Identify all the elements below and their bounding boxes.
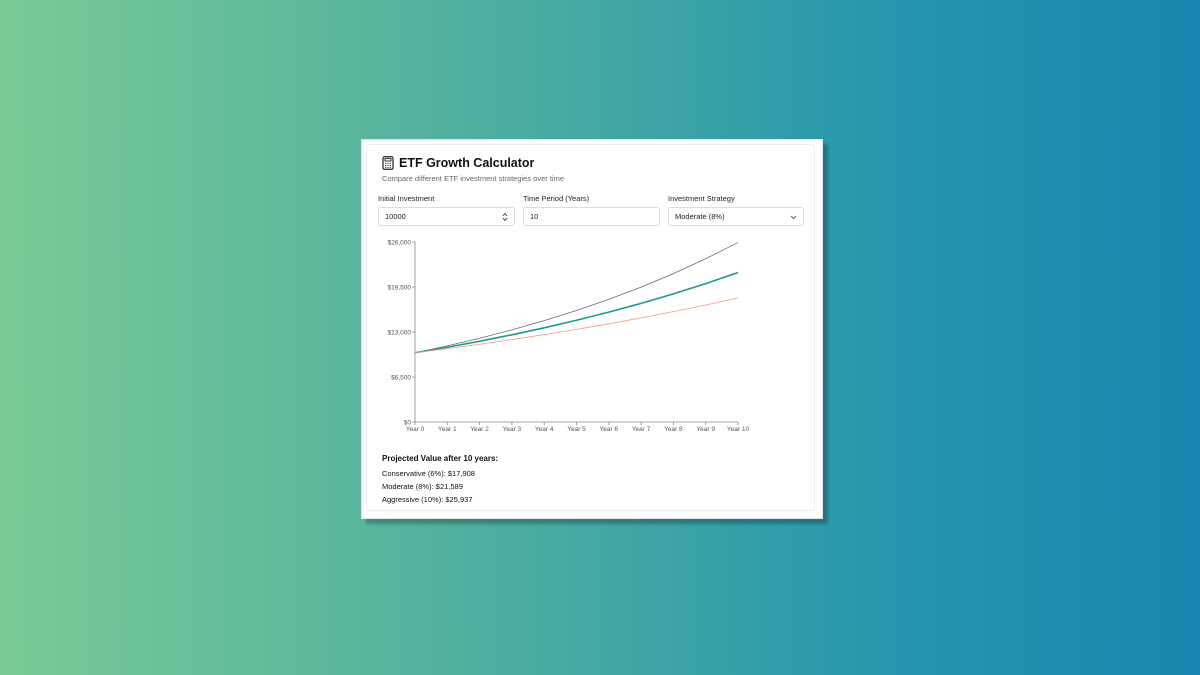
- y-tick-label: $13,000: [388, 330, 412, 337]
- y-tick-label: $0: [404, 420, 412, 427]
- results-title: Projected Value after 10 years:: [382, 454, 499, 463]
- investment-strategy-select[interactable]: Moderate (8%): [668, 207, 804, 226]
- calculator-card: ETF Growth Calculator Compare different …: [361, 139, 823, 519]
- initial-investment-input[interactable]: 10000: [378, 207, 515, 226]
- header: ETF Growth Calculator: [382, 156, 534, 170]
- x-tick-label: Year 10: [727, 426, 750, 433]
- x-tick-label: Year 4: [535, 426, 554, 433]
- x-tick-label: Year 0: [406, 426, 425, 433]
- growth-chart: $0 $6,500 $13,000 $19,500 $26,000 Year 0 Year …: [388, 240, 750, 434]
- investment-strategy-value: Moderate (8%): [675, 212, 725, 221]
- initial-investment-value: 10000: [385, 212, 406, 221]
- x-tick-label: Year 7: [632, 426, 651, 433]
- x-tick-label: Year 8: [664, 426, 683, 433]
- investment-strategy-label: Investment Strategy: [668, 194, 735, 203]
- result-moderate: Moderate (8%): $21,589: [382, 482, 463, 491]
- x-tick-label: Year 1: [438, 426, 457, 433]
- time-period-value: 10: [530, 212, 539, 221]
- result-conservative: Conservative (6%): $17,908: [382, 469, 475, 478]
- series-line: [414, 271, 739, 354]
- series-line: [414, 242, 739, 354]
- x-tick-label: Year 5: [567, 426, 586, 433]
- y-tick-label: $19,500: [388, 285, 412, 292]
- time-period-input[interactable]: 10: [523, 207, 660, 226]
- page-title: ETF Growth Calculator: [399, 156, 535, 170]
- y-tick-label: $6,500: [391, 375, 411, 382]
- x-tick-label: Year 6: [600, 426, 619, 433]
- stepper-arrows-icon[interactable]: [502, 212, 508, 222]
- page-subtitle: Compare different ETF investment strateg…: [382, 174, 565, 183]
- x-tick-label: Year 9: [696, 426, 715, 433]
- x-tick-label: Year 3: [503, 426, 522, 433]
- chevron-down-icon: [790, 215, 797, 220]
- y-tick-label: $26,000: [388, 240, 412, 247]
- initial-investment-label: Initial Investment: [378, 194, 435, 203]
- time-period-label: Time Period (Years): [523, 194, 590, 203]
- x-tick-label: Year 2: [470, 426, 489, 433]
- calculator-panel: ETF Growth Calculator Compare different …: [366, 144, 815, 511]
- series-line: [414, 297, 739, 354]
- calculator-icon: [382, 156, 394, 170]
- result-aggressive: Aggressive (10%): $25,937: [382, 495, 473, 504]
